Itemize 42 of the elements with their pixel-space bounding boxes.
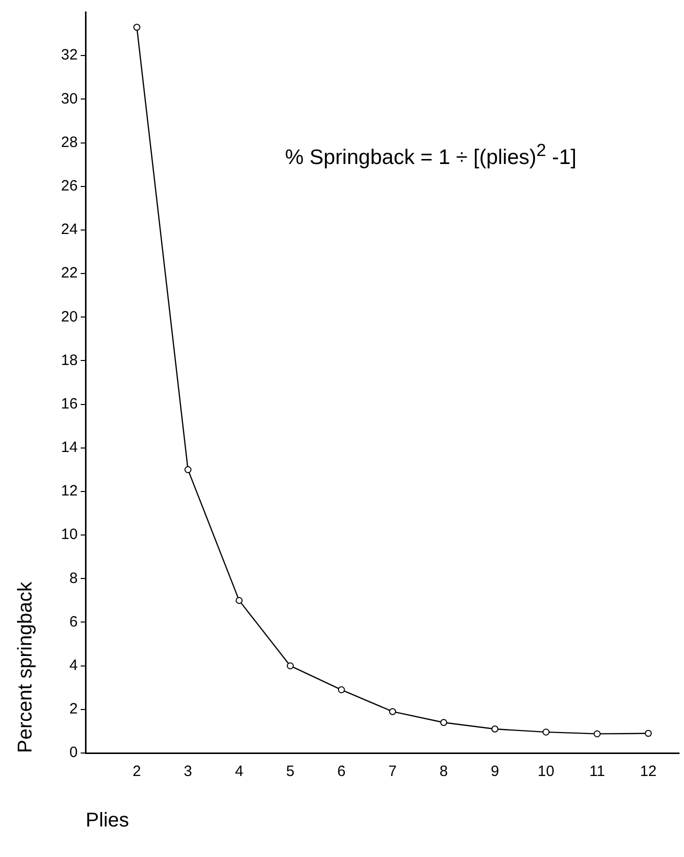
point <box>184 466 192 474</box>
x-axis-title: Plies <box>86 810 130 832</box>
y-axis-title: Percent springback <box>14 580 37 753</box>
point <box>389 708 396 716</box>
y-tick-label: 14 <box>60 439 78 456</box>
x-tick-label: 11 <box>589 763 605 780</box>
point <box>594 730 601 738</box>
x-tick-label: 12 <box>640 763 657 780</box>
x-tick-label: 6 <box>337 763 346 780</box>
point <box>440 718 448 726</box>
y-tick-label: 0 <box>69 744 78 762</box>
y-tick-label: 26 <box>60 177 78 194</box>
point <box>236 596 243 604</box>
point <box>133 24 140 31</box>
y-tick-label: 20 <box>60 308 78 326</box>
y-tick-label: 22 <box>60 264 78 282</box>
x-tick-label: 7 <box>388 763 397 780</box>
x-tick-label: 8 <box>440 763 448 780</box>
y-tick-label: 28 <box>60 134 78 151</box>
x-tick-label: 3 <box>184 763 192 780</box>
annotation: % Springback = 1 ÷ [(plies)$^{2}$ -1] <box>285 140 576 170</box>
y-tick-label: 4 <box>69 656 78 674</box>
x-tick-label: 2 <box>132 763 142 780</box>
y-tick-label: 6 <box>69 613 78 630</box>
point <box>644 730 652 737</box>
y-tick-label: 16 <box>60 395 78 412</box>
point <box>491 726 498 733</box>
y-tick-label: 8 <box>69 570 78 587</box>
point <box>286 662 294 670</box>
x-tick-label: 5 <box>286 763 294 780</box>
y-tick-label: 2 <box>69 700 78 718</box>
x-tick-label: 4 <box>234 763 244 780</box>
y-tick-label: 10 <box>60 526 78 544</box>
y-tick-label: 12 <box>60 482 78 500</box>
y-tick-label: 24 <box>60 221 78 238</box>
x-tick-label: 9 <box>490 763 500 780</box>
y-tick-label: 18 <box>60 352 78 369</box>
point <box>542 728 550 736</box>
point <box>338 686 345 694</box>
x-tick-label: 10 <box>538 763 554 780</box>
y-tick-label: 30 <box>60 90 78 108</box>
y-tick-label: 32 <box>60 46 78 64</box>
